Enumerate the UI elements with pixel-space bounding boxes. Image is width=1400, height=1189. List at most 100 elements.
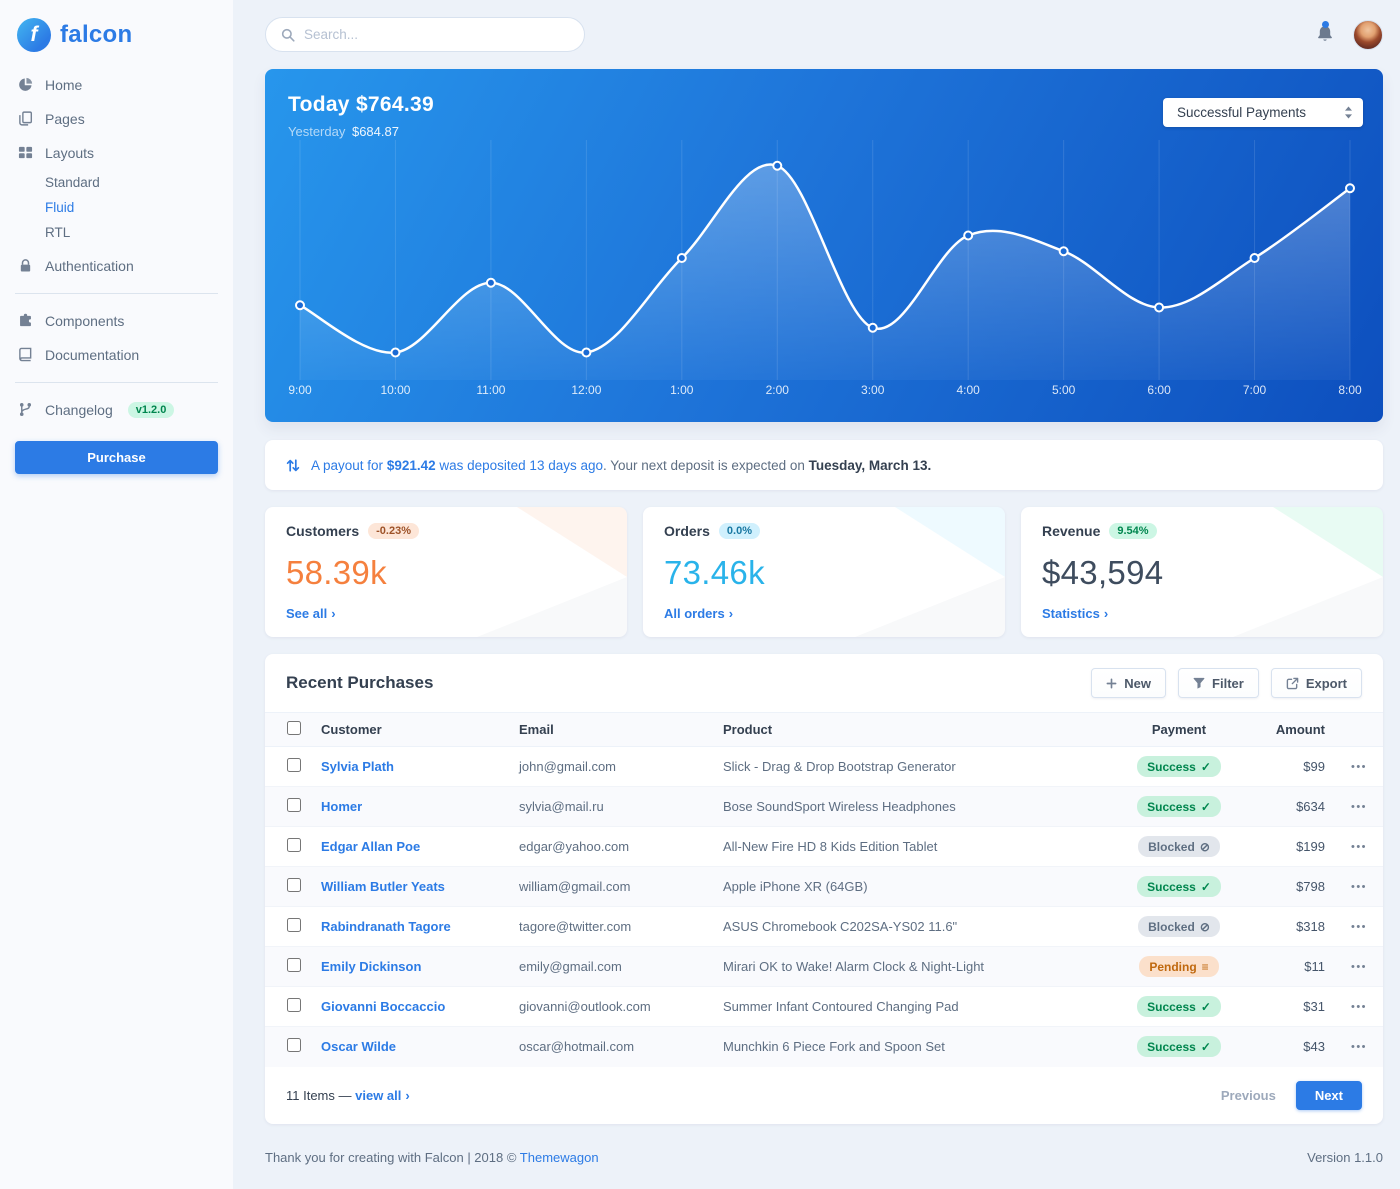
puzzle-icon (17, 313, 34, 329)
payout-amount[interactable]: $921.42 (386, 457, 436, 473)
view-all-link[interactable]: view all › (355, 1087, 410, 1103)
purchases-table: Customer Email Product Payment Amount Sy… (265, 712, 1383, 1067)
payout-text: A payout for $921.42 was deposited 13 da… (311, 458, 931, 473)
product-name: Munchkin 6 Piece Fork and Spoon Set (713, 1026, 1105, 1067)
row-checkbox[interactable] (287, 878, 301, 892)
column-header-payment: Payment (1105, 712, 1253, 747)
svg-text:4:00: 4:00 (957, 383, 981, 397)
stat-value: 58.39k (286, 553, 387, 591)
see-all-link[interactable]: See all › (286, 606, 336, 621)
previous-button[interactable]: Previous (1220, 1087, 1276, 1103)
payment-status-icon: ✓ (1200, 1039, 1211, 1054)
version-badge: v1.2.0 (127, 402, 175, 418)
sidebar-item-changelog[interactable]: Changelog v1.2.0 (15, 393, 218, 427)
svg-text:1:00: 1:00 (670, 383, 694, 397)
chart-pie-icon (17, 77, 34, 93)
customer-link[interactable]: Emily Dickinson (321, 959, 422, 974)
filter-icon (1193, 677, 1205, 689)
sidebar-item-rtl[interactable]: RTL (45, 225, 71, 240)
customer-email: william@gmail.com (509, 866, 713, 907)
svg-text:9:00: 9:00 (288, 383, 312, 397)
themewagon-link[interactable]: Themewagon (519, 1149, 599, 1165)
stat-title: Orders (664, 523, 710, 539)
payout-notice: A payout for $921.42 was deposited 13 da… (265, 440, 1383, 490)
svg-text:11:00: 11:00 (476, 383, 505, 397)
search-box[interactable] (265, 17, 585, 52)
table-row: Rabindranath Tagore tagore@twitter.com A… (265, 906, 1383, 947)
row-actions-button[interactable]: ••• (1347, 957, 1371, 977)
filter-button[interactable]: Filter (1178, 668, 1259, 698)
purchase-button[interactable]: Purchase (15, 441, 218, 474)
table-row: Homer sylvia@mail.ru Bose SoundSport Wir… (265, 786, 1383, 827)
row-checkbox[interactable] (287, 958, 301, 972)
sidebar-item-authentication[interactable]: Authentication (15, 249, 218, 283)
svg-text:12:00: 12:00 (571, 383, 601, 397)
sidebar-item-pages[interactable]: Pages (15, 102, 218, 136)
grid-icon (17, 145, 34, 161)
stat-card-customers: Customers -0.23% 58.39k See all › (265, 507, 627, 637)
pagination: Previous Next (1220, 1080, 1362, 1110)
customer-link[interactable]: Oscar Wilde (321, 1039, 397, 1055)
payment-status-badge: Blocked ⊘ (1138, 836, 1220, 857)
sidebar-item-home[interactable]: Home (15, 68, 218, 102)
svg-text:8:00: 8:00 (1338, 383, 1362, 397)
sidebar-item-layouts[interactable]: Layouts (15, 136, 218, 170)
sidebar-item-standard[interactable]: Standard (45, 175, 100, 190)
customer-link[interactable]: Homer (321, 799, 363, 814)
customer-link[interactable]: William Butler Yeats (321, 879, 445, 894)
customer-link[interactable]: Rabindranath Tagore (321, 919, 451, 934)
sidebar: f falcon Home Pages Layouts (0, 0, 233, 1189)
sidebar-nav: Home Pages Layouts Standard Fluid RTL (15, 68, 218, 474)
row-actions-button[interactable]: ••• (1347, 837, 1371, 857)
row-checkbox[interactable] (287, 918, 301, 932)
sidebar-divider (15, 382, 218, 383)
payment-status-icon: ⊘ (1199, 839, 1210, 854)
row-actions-button[interactable]: ••• (1347, 797, 1371, 817)
payout-link-text[interactable]: was deposited 13 days ago (435, 457, 603, 473)
lock-icon (17, 258, 34, 274)
notifications-bell-icon[interactable] (1315, 20, 1337, 46)
column-header-email: Email (509, 712, 713, 747)
row-actions-button[interactable]: ••• (1347, 1037, 1371, 1057)
customer-link[interactable]: Edgar Allan Poe (321, 839, 421, 854)
sidebar-item-label: Pages (45, 111, 85, 127)
row-actions-button[interactable]: ••• (1347, 997, 1371, 1017)
row-checkbox[interactable] (287, 798, 301, 812)
export-button[interactable]: Export (1270, 668, 1362, 698)
customer-link[interactable]: Sylvia Plath (321, 759, 394, 774)
search-input[interactable] (304, 27, 569, 42)
avatar[interactable] (1353, 19, 1383, 50)
chart-title-value: $764.39 (355, 93, 434, 116)
row-actions-button[interactable]: ••• (1347, 757, 1371, 777)
all-orders-link[interactable]: All orders › (664, 606, 734, 621)
select-value: Successful Payments (1177, 105, 1307, 120)
search-icon (281, 28, 295, 42)
amount: $318 (1253, 906, 1335, 947)
customer-link[interactable]: Giovanni Boccaccio (321, 999, 446, 1014)
next-button[interactable]: Next (1295, 1080, 1362, 1110)
row-checkbox[interactable] (287, 838, 301, 852)
column-header-amount: Amount (1253, 712, 1335, 747)
new-button[interactable]: New (1091, 668, 1167, 698)
row-actions-button[interactable]: ••• (1347, 917, 1371, 937)
row-actions-button[interactable]: ••• (1347, 877, 1371, 897)
svg-text:2:00: 2:00 (766, 383, 790, 397)
statistics-link[interactable]: Statistics › (1042, 606, 1109, 621)
chart-title-label: Today (288, 93, 350, 116)
customer-email: oscar@hotmail.com (509, 1026, 713, 1067)
sidebar-item-components[interactable]: Components (15, 304, 218, 338)
select-all-checkbox[interactable] (287, 721, 301, 735)
amount: $43 (1253, 1026, 1335, 1067)
chevron-right-icon: › (331, 606, 336, 621)
customer-email: giovanni@outlook.com (509, 986, 713, 1027)
purchases-header: Recent Purchases New Filter Export (265, 654, 1383, 712)
sidebar-item-documentation[interactable]: Documentation (15, 338, 218, 372)
payout-link-text[interactable]: A payout for (311, 457, 387, 473)
row-checkbox[interactable] (287, 1038, 301, 1053)
payments-filter-select[interactable]: Successful Payments (1163, 98, 1363, 127)
brand-logo[interactable]: f falcon (15, 10, 218, 68)
sidebar-item-fluid[interactable]: Fluid (45, 200, 75, 215)
purchases-title: Recent Purchases (286, 673, 434, 692)
row-checkbox[interactable] (287, 758, 301, 772)
row-checkbox[interactable] (287, 998, 301, 1012)
